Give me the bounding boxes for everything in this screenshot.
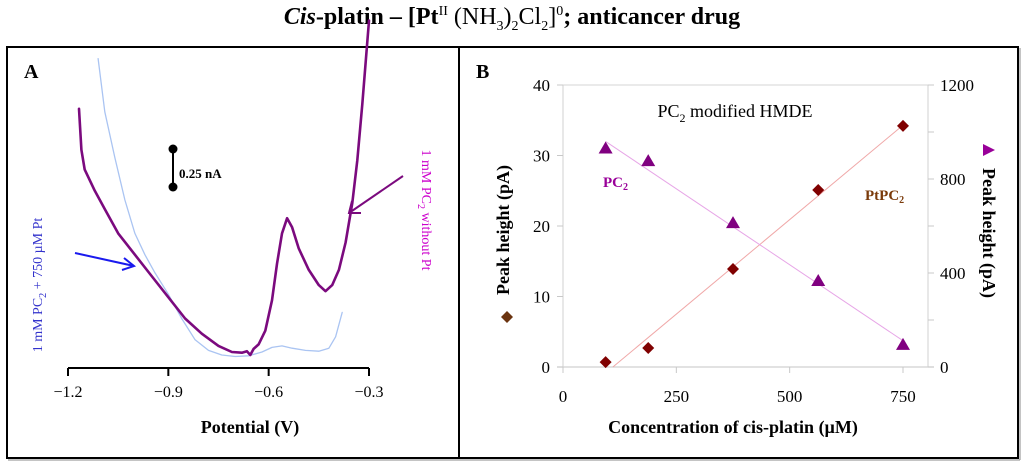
arrow-without-pt bbox=[347, 175, 404, 214]
data-point-ptpc2 bbox=[897, 119, 909, 132]
panel-a-x-tick-label: −0.6 bbox=[254, 384, 283, 401]
left-legend-diamond-icon bbox=[501, 311, 513, 323]
right-y-tick-label: 800 bbox=[940, 170, 966, 189]
label-without-pt-sub: 2 bbox=[415, 204, 426, 209]
panel-b-title: PC2 modified HMDE bbox=[657, 101, 812, 125]
title-sub-2b: 2 bbox=[541, 18, 549, 34]
panel-frame-b bbox=[458, 46, 1019, 459]
panel-label-a: A bbox=[24, 61, 39, 83]
data-point-ptpc2 bbox=[812, 184, 825, 197]
panel-a-plot bbox=[77, 19, 371, 358]
right-legend-triangle-icon bbox=[983, 144, 995, 156]
title-cl: Cl bbox=[518, 4, 542, 30]
series-label-pc2-sub: 2 bbox=[623, 182, 628, 193]
arrow-with-pt bbox=[74, 252, 137, 271]
panel-b-title-main: PC bbox=[657, 101, 679, 121]
right-y-tick-label: 1200 bbox=[940, 76, 974, 95]
series-line-without-pt bbox=[77, 19, 371, 357]
series-label-ptpc2: PtPC2 bbox=[865, 188, 904, 206]
data-point-pc2 bbox=[641, 154, 656, 167]
arrow-with-pt-shaft bbox=[74, 252, 135, 267]
right-y-tick-label: 0 bbox=[940, 358, 949, 377]
label-with-pt-tail: + 750 µM Pt bbox=[31, 218, 46, 293]
data-point-pc2 bbox=[726, 216, 740, 229]
label-without-pt: 1 mM PC2 without Pt bbox=[415, 150, 433, 271]
panel-b-x-tick-label: 250 bbox=[664, 387, 690, 406]
scale-bar-bottom-dot bbox=[168, 182, 178, 192]
left-y-tick-label: 20 bbox=[533, 217, 550, 236]
data-point-pc2 bbox=[896, 337, 910, 350]
panel-label-b: B bbox=[476, 61, 489, 83]
panel-a-x-axis: −1.2 −0.9 −0.6 −0.3 bbox=[53, 367, 384, 401]
scale-bar-top-dot bbox=[168, 144, 178, 154]
right-y-tick-label: 400 bbox=[940, 264, 966, 283]
right-y-label-text: Peak height (pA) bbox=[978, 168, 999, 298]
panel-a-x-tick-label: −0.3 bbox=[354, 384, 383, 401]
label-with-pt: 1 mM PC2 + 750 µM Pt bbox=[31, 218, 49, 353]
panel-b-right-y-label: Peak height (pA) bbox=[978, 144, 999, 298]
data-point-ptpc2 bbox=[727, 263, 739, 276]
trendline-pc2 bbox=[605, 140, 904, 342]
title-italic: Cis bbox=[283, 4, 316, 30]
title-suffix: ; anticancer drug bbox=[563, 4, 741, 30]
title-sub-3: 3 bbox=[496, 18, 504, 34]
series-label-pc2-main: PC bbox=[603, 175, 623, 191]
label-with-pt-main: 1 mM PC bbox=[31, 298, 46, 352]
series-line-with-pt bbox=[97, 57, 343, 358]
panel-a-x-label: Potential (V) bbox=[201, 417, 299, 438]
arrow-without-pt-shaft bbox=[348, 175, 404, 214]
label-without-pt-main: 1 mM PC bbox=[418, 150, 433, 204]
panel-b-title-sub: 2 bbox=[680, 111, 686, 125]
left-y-tick-label: 10 bbox=[533, 288, 550, 307]
figure-title: Cis-platin – [PtII (NH3)2Cl2]0; anticanc… bbox=[0, 4, 1024, 35]
panel-a-x-tick-label: −0.9 bbox=[154, 384, 183, 401]
data-point-pc2 bbox=[811, 273, 826, 286]
series-label-ptpc2-sub: 2 bbox=[899, 195, 904, 206]
title-close1: ) bbox=[503, 4, 512, 30]
panel-b-x-tick-label: 500 bbox=[777, 387, 803, 406]
scale-bar: 0.25 nA bbox=[168, 144, 222, 192]
label-with-pt-sub: 2 bbox=[38, 293, 49, 298]
title-sub-2a: 2 bbox=[511, 18, 519, 34]
data-point-ptpc2 bbox=[642, 341, 655, 354]
title-prefix: -platin – [Pt bbox=[315, 4, 439, 30]
scale-bar-label: 0.25 nA bbox=[179, 166, 222, 181]
series-label-ptpc2-main: PtPC bbox=[865, 188, 899, 204]
left-y-tick-label: 30 bbox=[533, 147, 550, 166]
panel-a-x-tick-label: −1.2 bbox=[53, 384, 82, 401]
title-sup-charge: 0 bbox=[556, 4, 564, 19]
panel-b-title-tail: modified HMDE bbox=[686, 101, 813, 121]
panel-b-x-tick-label: 0 bbox=[559, 387, 568, 406]
title-mid: (NH bbox=[447, 4, 497, 30]
panel-b-x-label: Concentration of cis-platin (µM) bbox=[608, 417, 858, 438]
data-point-ptpc2 bbox=[599, 356, 612, 369]
panel-b-left-y-label: Peak height (pA) bbox=[493, 165, 514, 323]
left-y-tick-label: 40 bbox=[533, 76, 550, 95]
series-label-pc2: PC2 bbox=[603, 175, 628, 193]
left-y-tick-label: 0 bbox=[542, 358, 551, 377]
data-point-pc2 bbox=[598, 141, 613, 154]
arrow-without-pt-head bbox=[347, 200, 361, 214]
trendline-ptpc2 bbox=[612, 124, 904, 368]
panel-b-x-tick-label: 750 bbox=[890, 387, 916, 406]
left-y-label-text: Peak height (pA) bbox=[493, 165, 514, 295]
title-close2: ] bbox=[548, 4, 557, 30]
arrow-with-pt-head bbox=[121, 257, 137, 271]
label-without-pt-tail: without Pt bbox=[418, 209, 433, 271]
title-sup-oxidation: II bbox=[438, 4, 448, 19]
